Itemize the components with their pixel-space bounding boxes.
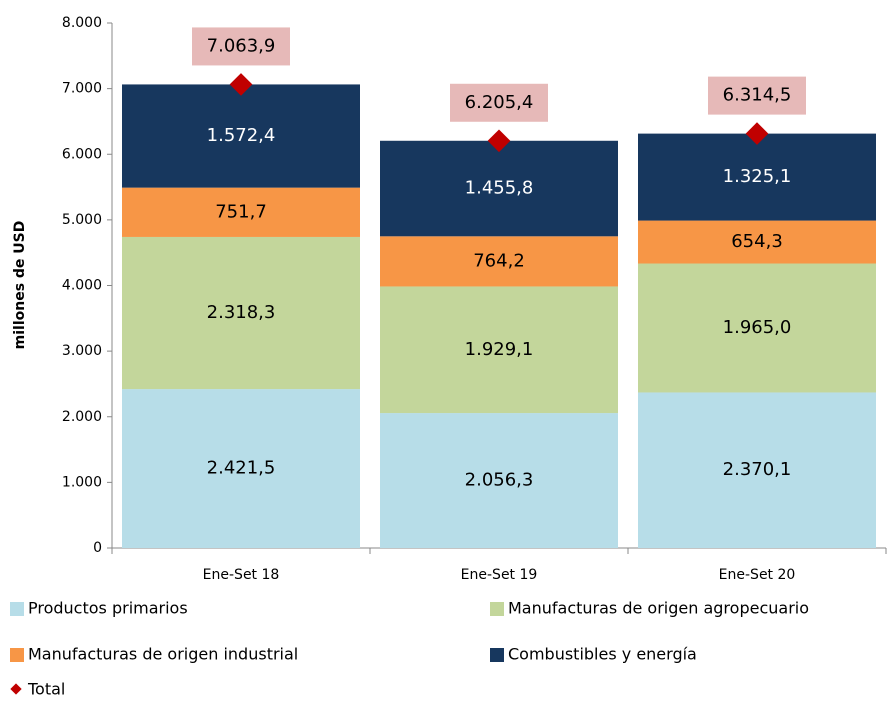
y-tick-label: 2.000 xyxy=(62,409,102,425)
y-tick-label: 8.000 xyxy=(62,15,102,31)
legend-swatch xyxy=(10,602,24,616)
total-label-box xyxy=(450,83,548,122)
value-label: 2.056,3 xyxy=(465,470,534,491)
value-label: 1.455,8 xyxy=(465,178,534,199)
y-axis-label: millones de USD xyxy=(12,221,28,350)
y-tick-label: 4.000 xyxy=(62,278,102,294)
value-label: 2.421,5 xyxy=(207,458,276,479)
legend-swatch xyxy=(10,683,22,695)
bar-segment xyxy=(638,133,876,221)
bar-segment xyxy=(638,263,876,393)
bar-segment xyxy=(122,187,360,237)
value-label: 2.370,1 xyxy=(723,459,792,480)
legend-label: Productos primarios xyxy=(28,599,188,618)
legend-label: Manufacturas de origen industrial xyxy=(28,645,298,664)
bar-segment xyxy=(122,389,360,548)
bar-segment xyxy=(638,392,876,548)
bar-segment xyxy=(380,140,618,237)
bar-segment xyxy=(380,286,618,414)
value-label: 764,2 xyxy=(473,250,525,271)
y-tick-label: 1.000 xyxy=(62,474,102,490)
y-tick-label: 5.000 xyxy=(62,212,102,228)
total-label: 7.063,9 xyxy=(207,35,276,56)
x-tick-label: Ene-Set 20 xyxy=(719,567,796,583)
total-label-box xyxy=(708,76,806,115)
legend-swatch xyxy=(10,648,24,662)
bar-segment xyxy=(380,236,618,287)
bar-segment xyxy=(380,413,618,548)
x-tick-label: Ene-Set 19 xyxy=(461,567,538,583)
bar-segment xyxy=(122,236,360,390)
y-tick-label: 3.000 xyxy=(62,343,102,359)
value-label: 654,3 xyxy=(731,231,783,252)
total-label: 6.314,5 xyxy=(723,85,792,106)
y-tick-label: 6.000 xyxy=(62,146,102,162)
total-label: 6.205,4 xyxy=(465,92,534,113)
legend-label: Combustibles y energía xyxy=(508,645,697,664)
legend-label: Manufacturas de origen agropecuario xyxy=(508,599,809,618)
bar-segment xyxy=(638,220,876,264)
x-tick-label: Ene-Set 18 xyxy=(203,567,280,583)
y-tick-label: 7.000 xyxy=(62,81,102,97)
bar-segment xyxy=(122,84,360,188)
value-label: 751,7 xyxy=(215,201,267,222)
total-marker xyxy=(229,73,253,96)
value-label: 1.325,1 xyxy=(723,166,792,187)
y-tick-label: 0 xyxy=(93,540,102,556)
legend-label: Total xyxy=(27,680,65,699)
value-label: 1.965,0 xyxy=(723,317,792,338)
value-label: 1.572,4 xyxy=(207,125,276,146)
total-label-box xyxy=(192,27,290,66)
value-label: 1.929,1 xyxy=(465,339,534,360)
legend-swatch xyxy=(490,648,504,662)
legend-swatch xyxy=(490,602,504,616)
value-label: 2.318,3 xyxy=(207,302,276,323)
